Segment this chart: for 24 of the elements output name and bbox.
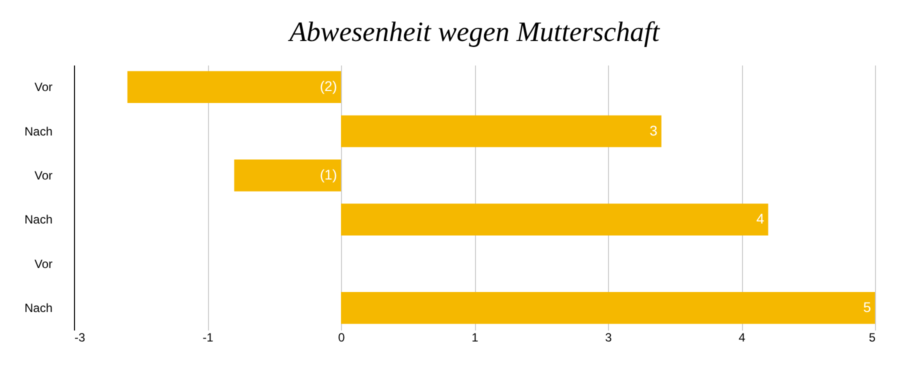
x-tick-label: 4 [738, 330, 746, 344]
x-tick-label: 1 [472, 330, 479, 344]
x-tick-label: 3 [605, 330, 612, 344]
data-label: 5 [863, 298, 872, 315]
bar [341, 204, 768, 236]
x-tick-label: 0 [338, 330, 346, 344]
y-tick-label: Nach [24, 300, 52, 315]
y-tick-label: Nach [24, 212, 52, 227]
y-tick-label: Vor [34, 168, 52, 182]
data-label: 3 [650, 122, 658, 138]
bar [234, 160, 341, 192]
y-tick-label: Nach [24, 124, 52, 138]
bar [341, 292, 875, 324]
data-label: 4 [756, 210, 764, 227]
x-tick-label: -1 [202, 330, 214, 344]
y-tick-label: Vor [34, 80, 52, 94]
bar [341, 115, 662, 148]
data-label: (2) [320, 78, 337, 94]
chart-title: Abwesenheit wegen Mutterschaft [287, 17, 661, 48]
data-label: (1) [320, 166, 337, 182]
y-tick-label: Vor [34, 256, 52, 271]
x-tick-label: -3 [74, 330, 86, 344]
x-tick-label: 5 [868, 330, 876, 344]
bar [127, 71, 341, 103]
